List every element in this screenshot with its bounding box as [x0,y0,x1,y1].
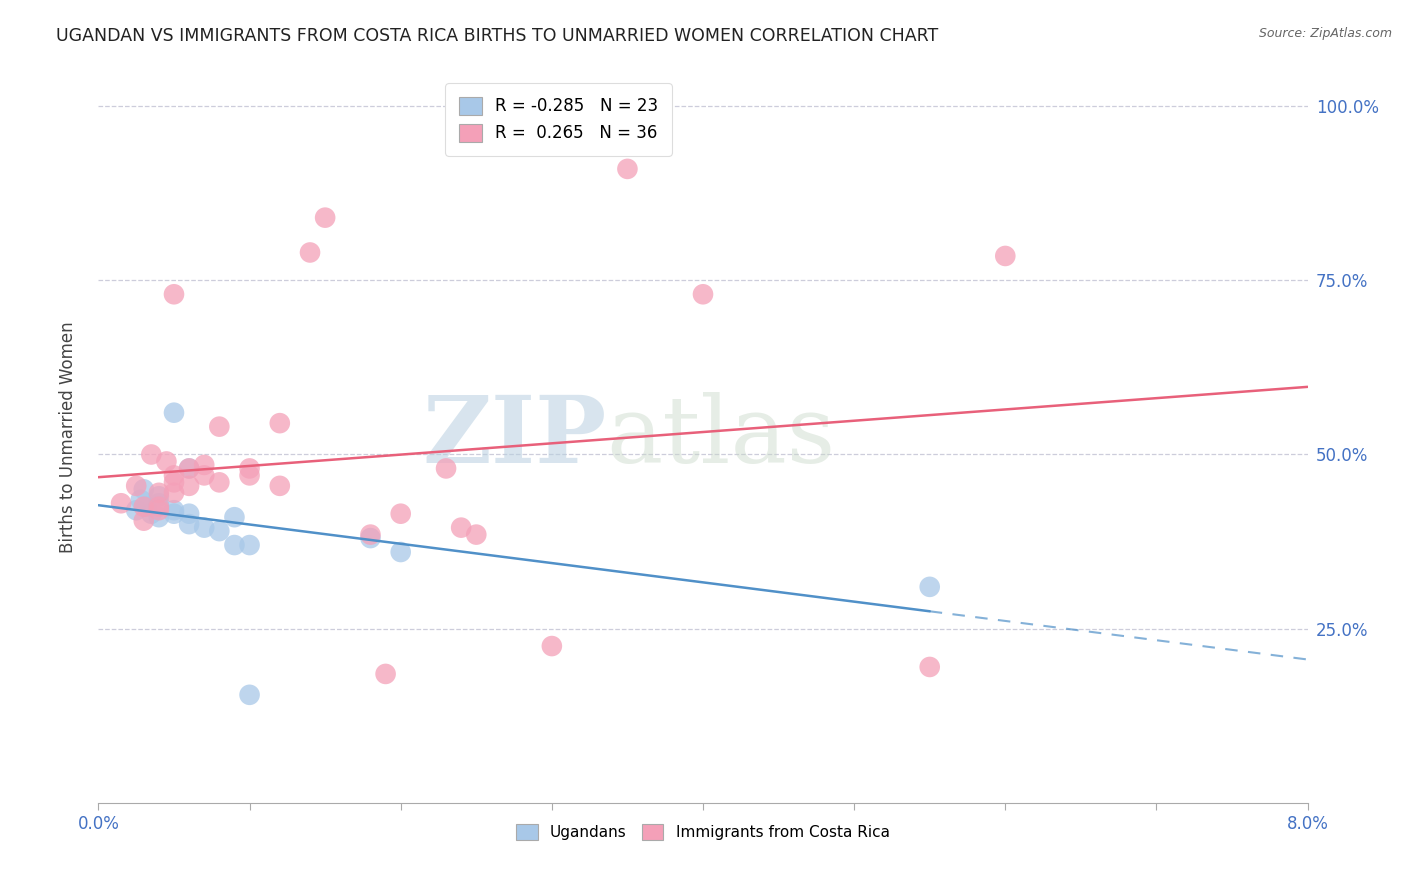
Point [314,211,336,225]
Point [179,479,201,493]
Point [148,510,170,524]
Point [299,245,322,260]
Point [148,485,170,500]
Point [155,454,177,468]
Point [163,475,186,490]
Point [450,521,472,535]
Point [434,461,457,475]
Point [360,531,382,545]
Point [239,468,262,483]
Point [239,688,262,702]
Point [360,527,382,541]
Point [179,517,201,532]
Point [135,500,157,514]
Point [208,475,231,490]
Point [193,521,215,535]
Text: ZIP: ZIP [422,392,606,482]
Point [994,249,1017,263]
Point [239,538,262,552]
Point [163,287,186,301]
Point [179,461,201,475]
Point [125,503,148,517]
Point [148,496,170,510]
Point [125,479,148,493]
Point [389,507,412,521]
Point [389,545,412,559]
Point [163,503,186,517]
Point [208,419,231,434]
Point [918,660,941,674]
Point [540,639,562,653]
Point [163,485,186,500]
Point [465,527,488,541]
Point [110,496,132,510]
Point [374,667,396,681]
Point [141,448,163,462]
Point [918,580,941,594]
Text: atlas: atlas [606,392,835,482]
Point [132,514,155,528]
Point [224,538,246,552]
Point [163,406,186,420]
Point [129,492,152,507]
Point [193,468,215,483]
Text: UGANDAN VS IMMIGRANTS FROM COSTA RICA BIRTHS TO UNMARRIED WOMEN CORRELATION CHAR: UGANDAN VS IMMIGRANTS FROM COSTA RICA BI… [56,27,938,45]
Point [208,524,231,538]
Point [692,287,714,301]
Text: Source: ZipAtlas.com: Source: ZipAtlas.com [1258,27,1392,40]
Point [132,500,155,514]
Point [148,503,170,517]
Point [239,461,262,475]
Point [163,468,186,483]
Point [193,458,215,472]
Point [163,507,186,521]
Point [616,161,638,176]
Point [179,507,201,521]
Point [148,489,170,503]
Point [148,500,170,514]
Point [179,461,201,475]
Legend: Ugandans, Immigrants from Costa Rica: Ugandans, Immigrants from Costa Rica [510,818,896,847]
Point [269,416,291,430]
Y-axis label: Births to Unmarried Women: Births to Unmarried Women [59,321,77,553]
Point [141,507,163,521]
Point [269,479,291,493]
Point [132,483,155,497]
Point [224,510,246,524]
